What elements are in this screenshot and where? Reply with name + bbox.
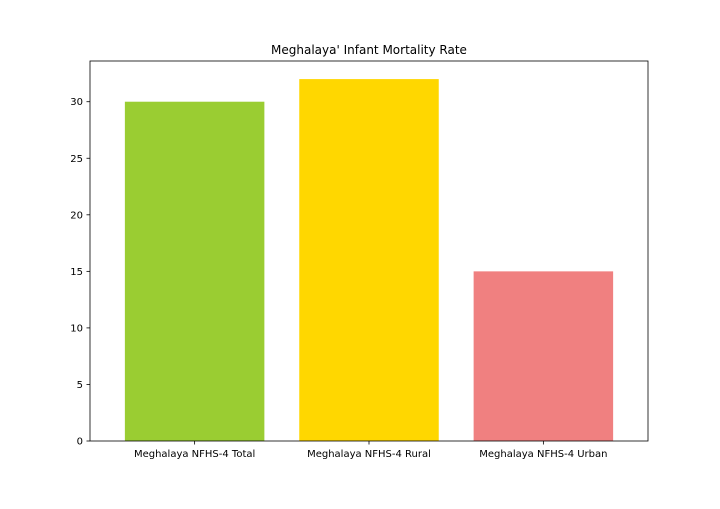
bars-layer [124, 79, 614, 441]
x-tick-label: Meghalaya NFHS-4 Urban [479, 449, 607, 460]
plot-frame [89, 60, 649, 442]
y-tick-label: 30 [70, 97, 83, 108]
chart-title: Meghalaya' Infant Mortality Rate [271, 43, 467, 57]
y-tick-label: 0 [77, 437, 83, 448]
y-tick-label: 5 [77, 380, 83, 391]
bar-1 [124, 101, 265, 441]
bar-2 [299, 79, 439, 441]
y-tick-label: 20 [70, 210, 83, 221]
x-tick-label: Meghalaya NFHS-4 Rural [307, 449, 431, 460]
y-tick-label: 10 [70, 323, 83, 334]
y-tick-label: 15 [70, 267, 83, 278]
bar-3 [473, 271, 614, 441]
x-tick-label: Meghalaya NFHS-4 Total [134, 449, 255, 460]
x-axis: Meghalaya NFHS-4 Total Meghalaya NFHS-4 R… [134, 441, 607, 460]
y-axis: 0 5 10 15 20 25 30 [70, 97, 90, 448]
y-tick-label: 25 [70, 154, 83, 165]
